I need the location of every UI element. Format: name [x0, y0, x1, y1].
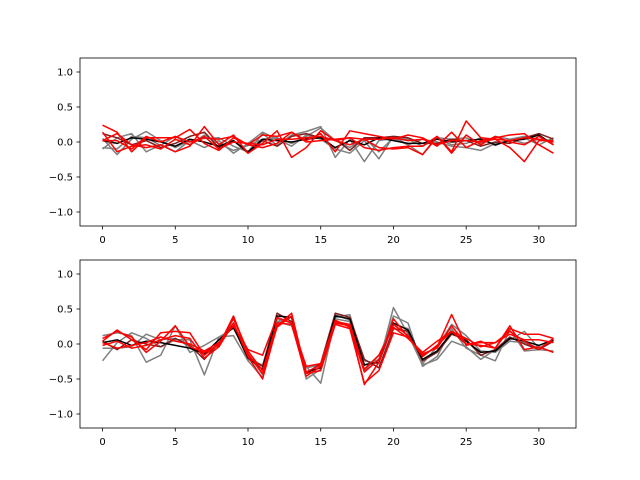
- y-tick-label: 1.0: [57, 270, 73, 281]
- y-tick-label: −1.0: [49, 410, 73, 421]
- series-line-8: [102, 316, 554, 370]
- x-tick-label: 20: [387, 437, 400, 448]
- series-line-7: [101, 131, 554, 154]
- x-tick-label: 30: [533, 437, 546, 448]
- subplot-top: 0 5 10 15 20 25 30 1.0 0.5 0.0 −0.5 −1.0: [49, 57, 577, 246]
- x-tick-label: 15: [314, 235, 327, 246]
- series-group: [101, 120, 554, 163]
- subplot-bottom: 0 5 10 15 20 25 30 1.0 0.5 0.0 −0.5 −1.0: [49, 259, 577, 448]
- y-tick-label: 0.5: [57, 305, 73, 316]
- series-group: [101, 306, 554, 386]
- x-tick-label: 10: [242, 437, 255, 448]
- x-tick-label: 5: [172, 235, 178, 246]
- y-tick-label: −1.0: [49, 208, 73, 219]
- y-tick-label: 0.0: [57, 340, 73, 351]
- y-tick-label: −0.5: [49, 173, 73, 184]
- x-tick-label: 20: [387, 235, 400, 246]
- x-tick-label: 0: [99, 437, 105, 448]
- x-tick-label: 30: [533, 235, 546, 246]
- x-tick-label: 25: [460, 437, 473, 448]
- x-tick-label: 25: [460, 235, 473, 246]
- x-tick-label: 0: [99, 235, 105, 246]
- x-tick-label: 10: [242, 235, 255, 246]
- series-line-6: [102, 120, 554, 163]
- y-tick-label: 0.5: [57, 103, 73, 114]
- series-line-2: [102, 131, 554, 160]
- x-tick-label: 5: [172, 437, 178, 448]
- series-line-7: [102, 312, 554, 384]
- y-tick-label: 0.0: [57, 138, 73, 149]
- series-line-3: [102, 312, 554, 375]
- series-line-8: [102, 131, 554, 150]
- x-tick-label: 15: [314, 437, 327, 448]
- y-tick-label: −0.5: [49, 375, 73, 386]
- y-tick-label: 1.0: [57, 68, 73, 79]
